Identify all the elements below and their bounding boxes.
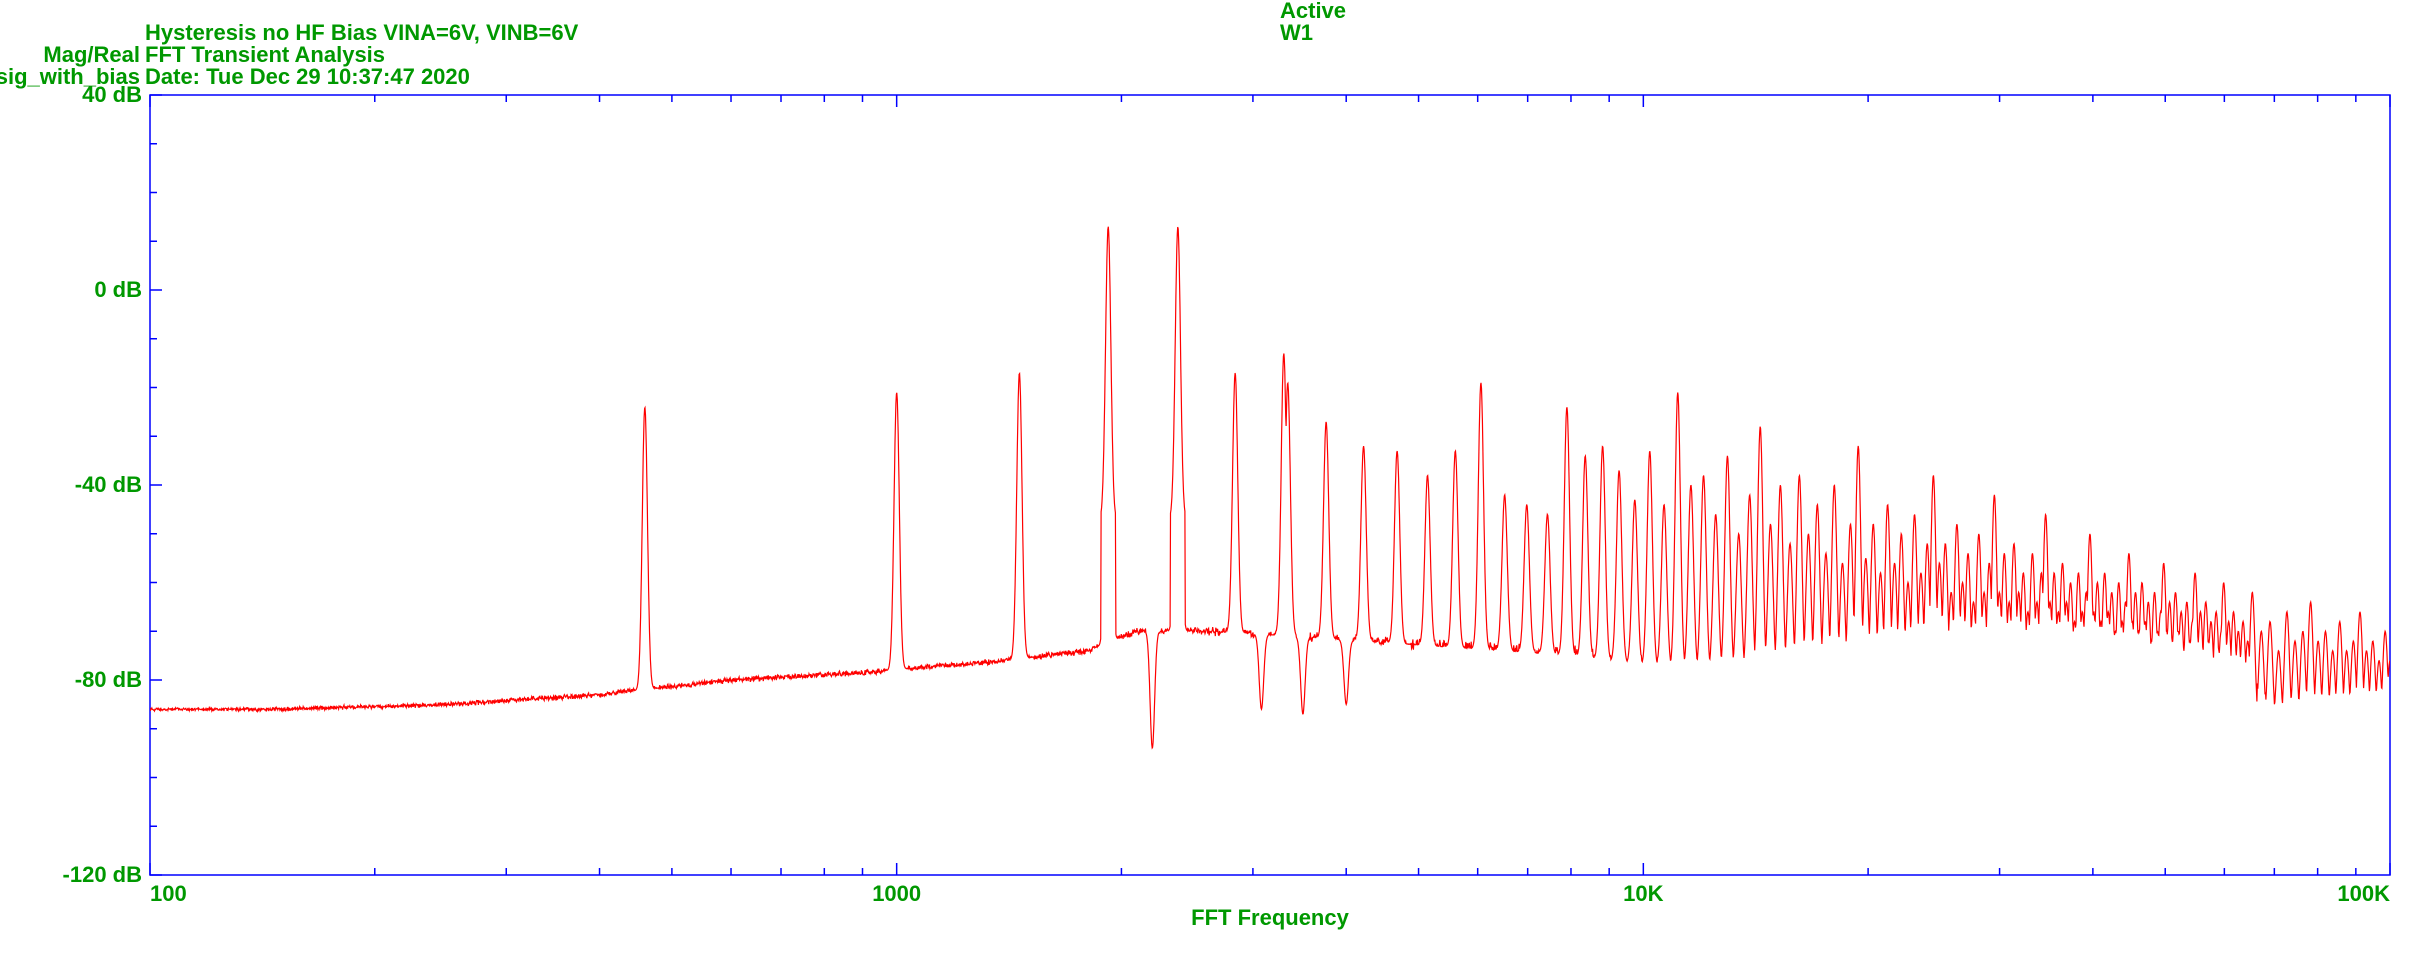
y-tick-label: -80 dB	[75, 667, 142, 692]
x-tick-label: 10K	[1623, 881, 1663, 906]
x-tick-label: 1000	[872, 881, 921, 906]
x-tick-label: 100K	[2337, 881, 2390, 906]
y-tick-label: -120 dB	[63, 862, 142, 887]
x-axis-label: FFT Frequency	[1191, 905, 1349, 930]
y-tick-label: 40 dB	[82, 82, 142, 107]
title-line3: Date: Tue Dec 29 10:37:47 2020	[145, 64, 470, 89]
y-tick-label: -40 dB	[75, 472, 142, 497]
fft-chart: ActiveW1Hysteresis no HF Bias VINA=6V, V…	[0, 0, 2411, 960]
x-tick-label: 100	[150, 881, 187, 906]
window-label: W1	[1280, 20, 1313, 45]
y-tick-label: 0 dB	[94, 277, 142, 302]
plot-border	[150, 95, 2390, 875]
